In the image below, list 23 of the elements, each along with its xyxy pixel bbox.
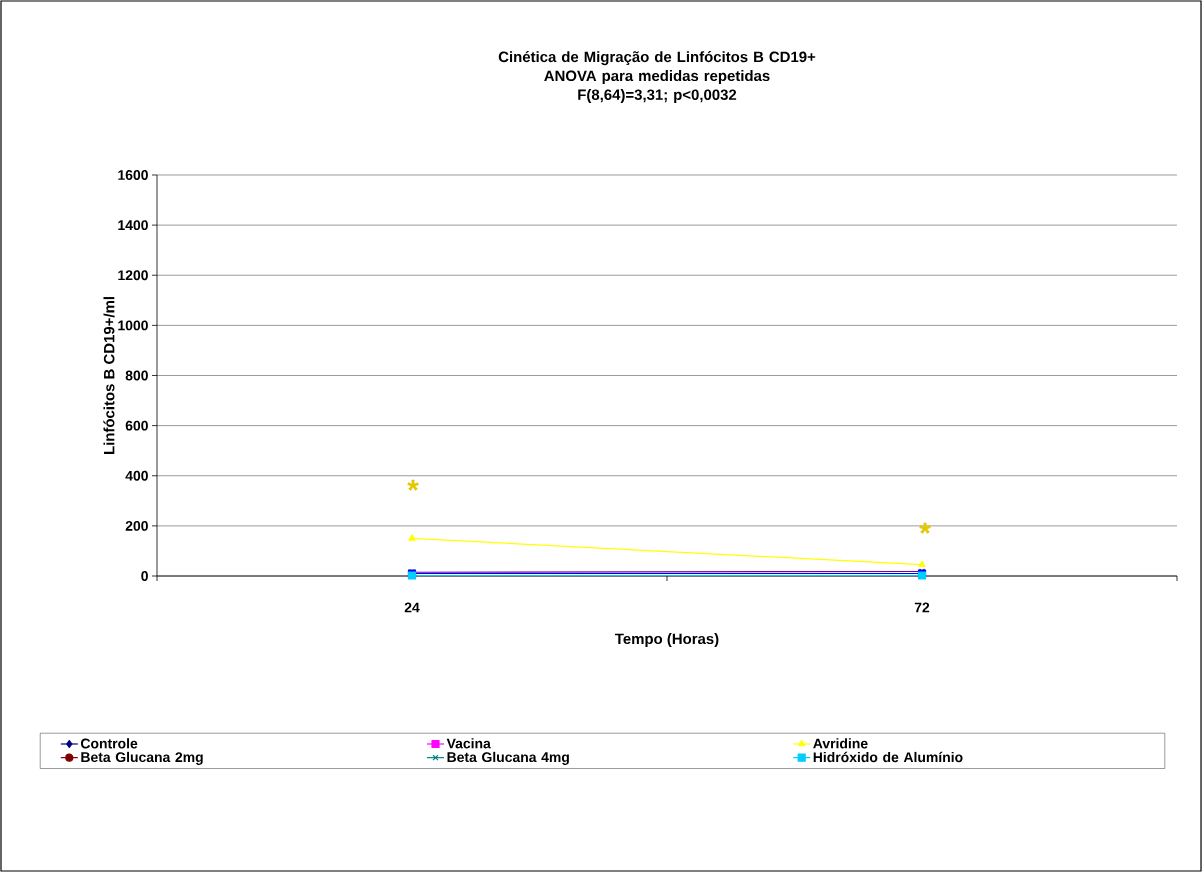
y-axis-title: Linfócitos B CD19+/ml xyxy=(103,297,115,454)
y-tick-label: 1600 xyxy=(118,170,148,180)
x-tick-label: 24 xyxy=(404,602,420,613)
y-tick-label: 400 xyxy=(125,470,148,481)
y-tick-label: 200 xyxy=(125,520,148,531)
y-tick-label: 600 xyxy=(125,420,148,431)
legend-label: Beta Glucana 2mg xyxy=(81,751,203,765)
legend-label: Hidróxido de Alumínio xyxy=(813,751,963,763)
y-tick-label: 1400 xyxy=(118,220,148,231)
x-tick-label: 72 xyxy=(914,602,930,613)
annotation: * xyxy=(407,479,419,491)
legend-label: Controle xyxy=(80,738,138,749)
x-axis-title: Tempo (Horas) xyxy=(615,633,719,648)
chart-subtitle: ANOVA para medidas repetidas F(8,64)=3,31; p<0,0032 xyxy=(544,70,770,103)
chart-title: Cinética de Migração de Linfócitos B CD19+ xyxy=(498,51,816,66)
y-tick-label: 1000 xyxy=(118,320,148,331)
y-tick-label: 0 xyxy=(141,571,148,581)
legend-label: Beta Glucana 4mg xyxy=(447,751,569,765)
annotation: * xyxy=(919,522,931,534)
legend-label: Avridine xyxy=(813,738,868,749)
y-tick-label: 800 xyxy=(125,370,148,381)
legend-label: Vacina xyxy=(446,738,491,749)
y-tick-label: 1200 xyxy=(118,270,148,281)
